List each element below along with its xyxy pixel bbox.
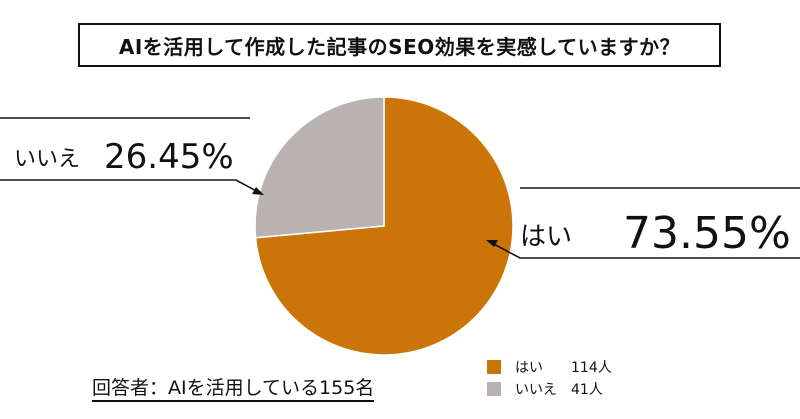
slice-percent-yes: 73.55% (623, 208, 791, 259)
legend-swatch-no (487, 382, 501, 396)
legend-item-yes: はい 114人 (487, 356, 612, 378)
pie-slice-no (254, 96, 385, 239)
legend-item-no: いいえ 41人 (487, 378, 612, 400)
legend: はい 114人 いいえ 41人 (487, 356, 612, 400)
callout-arrowhead-yes (486, 240, 498, 247)
slice-label-yes: はい (520, 222, 572, 252)
callout-arrowhead-no (252, 187, 264, 195)
respondent-note: 回答者：AIを活用している155名 (92, 378, 375, 402)
legend-count-no: 41人 (571, 382, 603, 398)
legend-label-yes: はい (515, 360, 543, 376)
chart-title: AIを活用して作成した記事のSEO効果を実感していますか？ (78, 23, 721, 67)
legend-swatch-yes (487, 360, 501, 374)
callout-line-yes (489, 241, 800, 259)
legend-count-yes: 114人 (571, 360, 612, 376)
legend-label-no: いいえ (515, 382, 557, 398)
slice-percent-no: 26.45% (104, 137, 234, 177)
slice-label-no: いいえ (14, 147, 80, 172)
callout-line-no (0, 179, 263, 195)
